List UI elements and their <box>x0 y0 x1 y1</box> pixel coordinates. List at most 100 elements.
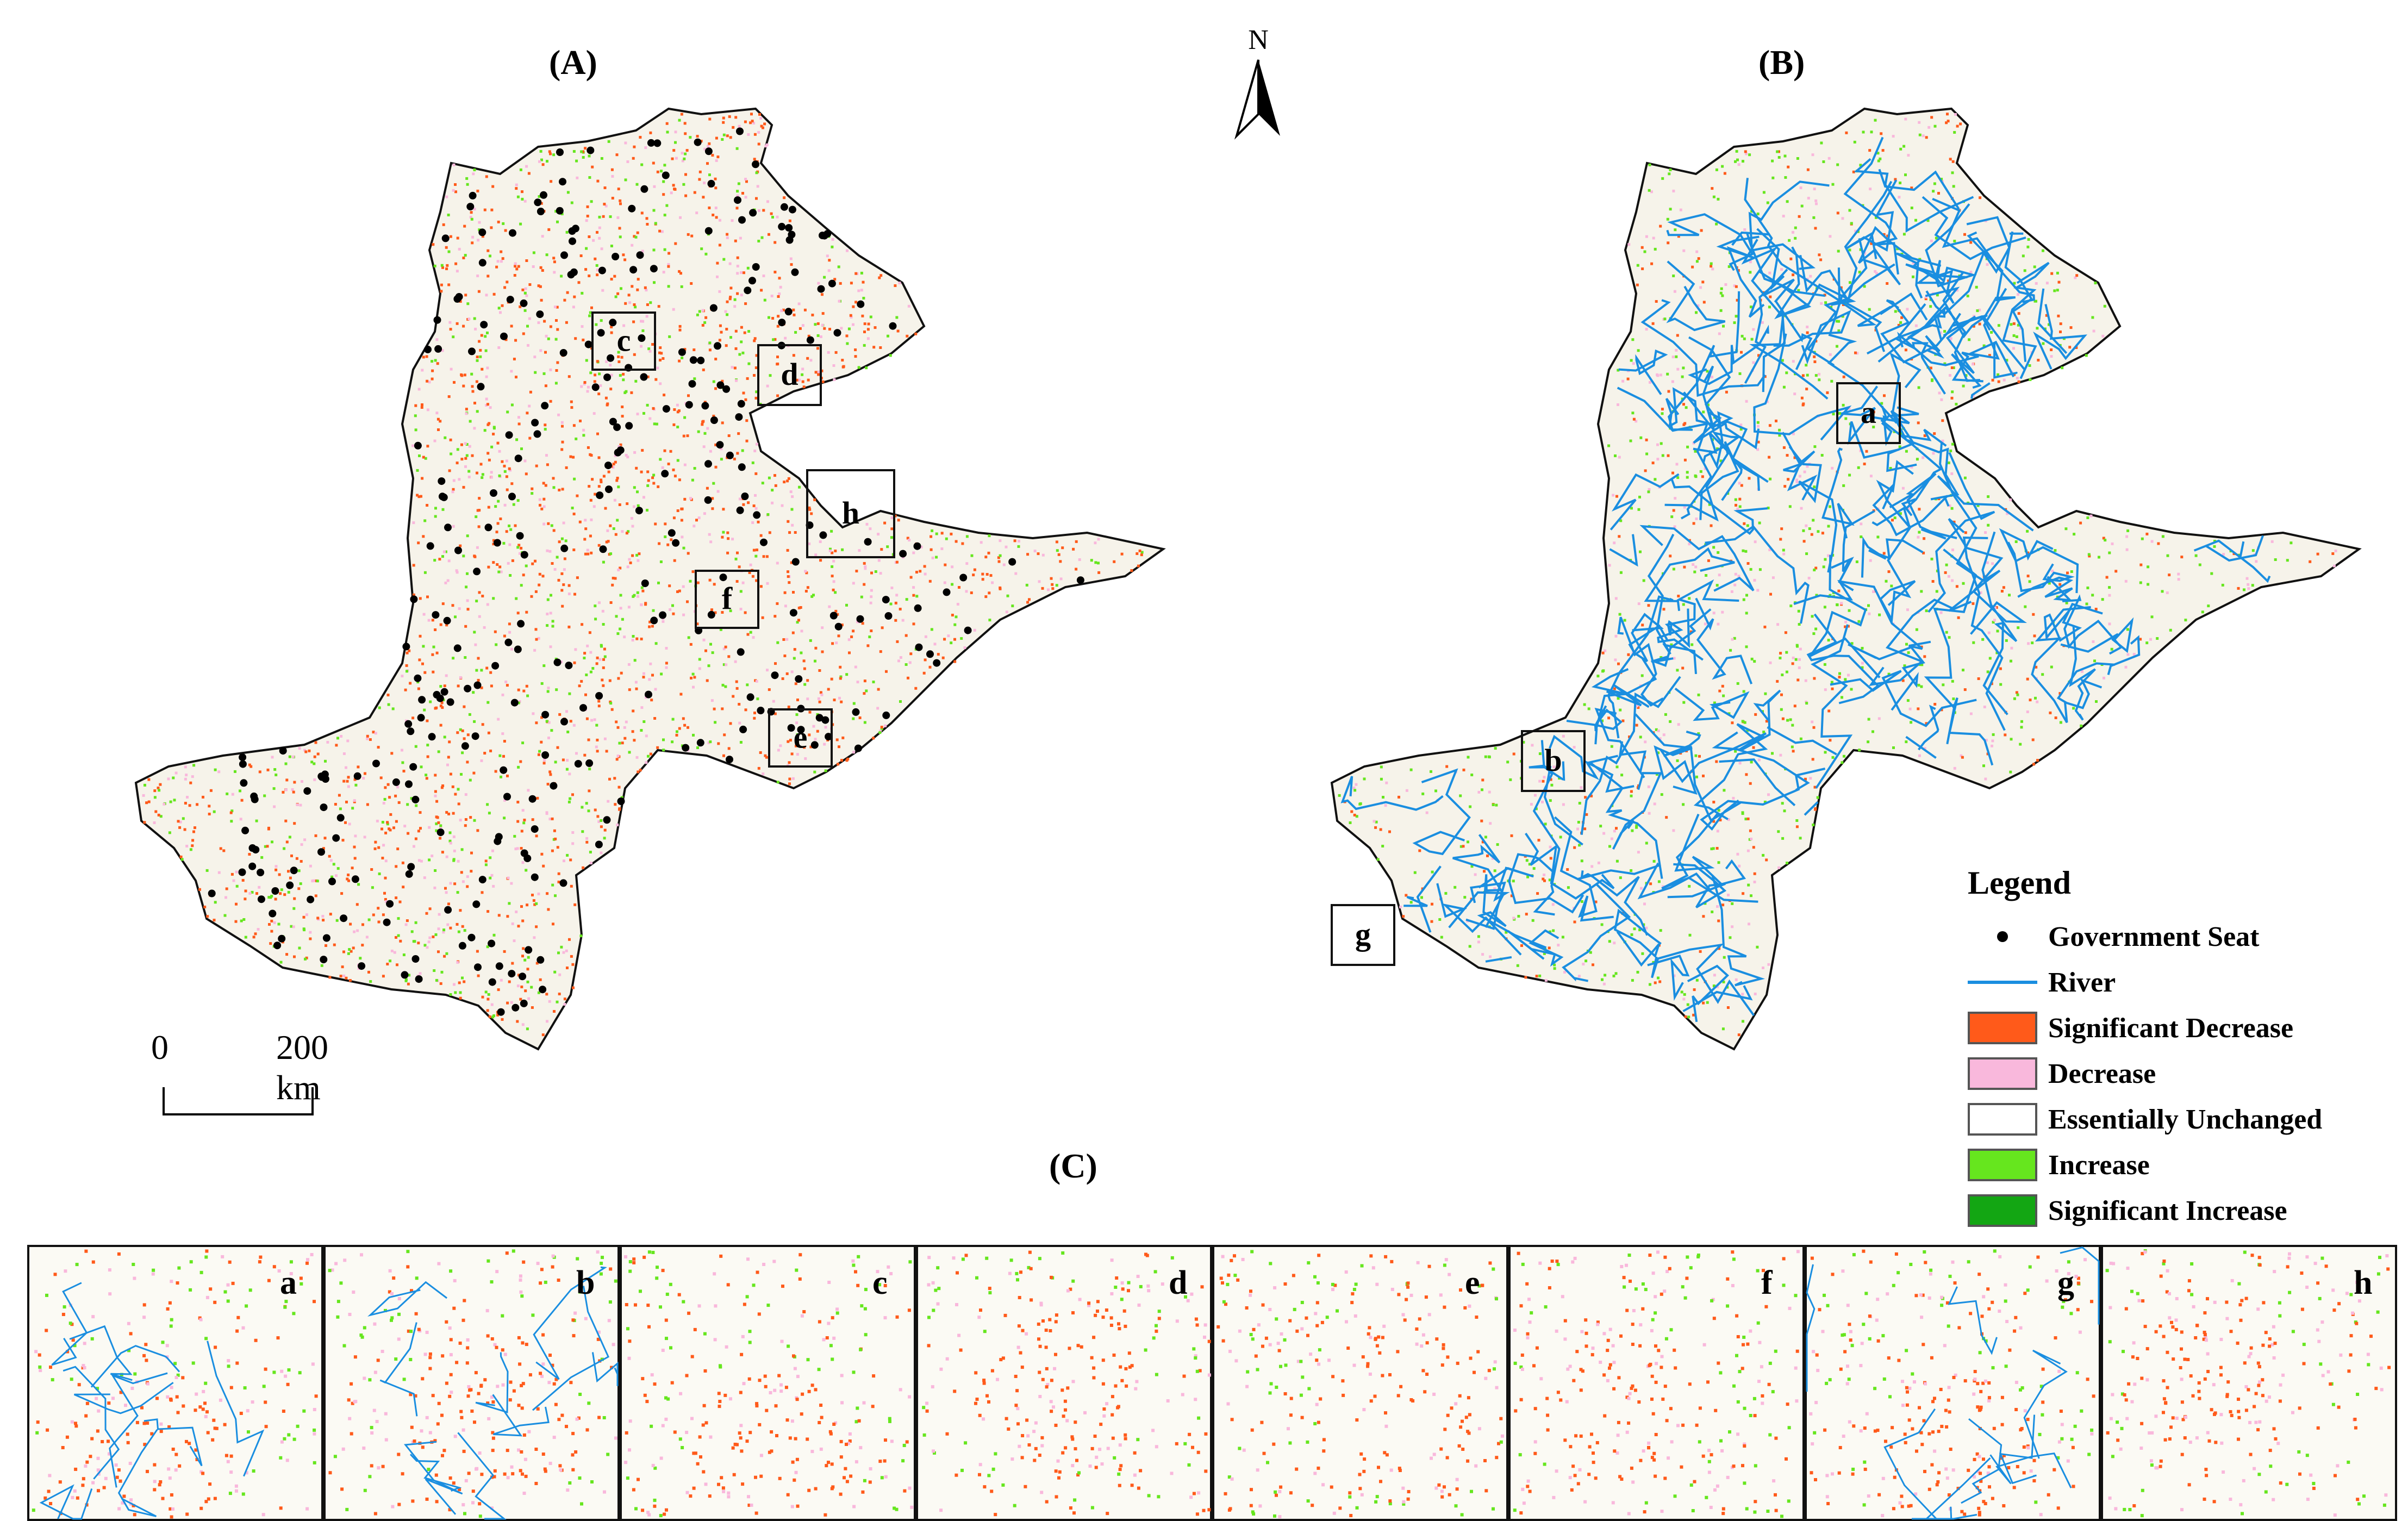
land-change-speck <box>506 1001 509 1005</box>
land-change-speck <box>666 130 669 134</box>
land-change-speck <box>928 665 932 669</box>
land-change-speck <box>641 250 644 253</box>
zoom-box-label: g <box>1355 917 1371 952</box>
land-change-speck <box>439 685 442 688</box>
land-change-speck <box>667 252 671 255</box>
land-change-speck <box>2150 615 2154 619</box>
land-change-speck <box>1768 271 1771 275</box>
land-change-speck <box>405 978 408 981</box>
land-change-speck <box>551 625 554 628</box>
river-line <box>1788 446 1838 573</box>
land-change-speck <box>633 303 636 306</box>
land-change-speck <box>1979 196 1982 200</box>
land-change-speck <box>586 548 589 552</box>
land-change-speck <box>621 415 624 418</box>
river-line <box>1748 180 1830 270</box>
land-change-speck <box>322 847 325 850</box>
land-change-speck <box>1120 552 1124 556</box>
land-change-speck <box>1827 554 1830 557</box>
land-change-speck <box>1978 308 1981 311</box>
government-seat-dot <box>473 681 482 689</box>
land-change-speck <box>1886 282 1889 285</box>
land-change-speck <box>1721 684 1724 688</box>
land-change-speck <box>182 817 185 820</box>
land-change-speck <box>1617 403 1619 406</box>
land-change-speck <box>872 681 875 683</box>
land-change-speck <box>647 479 650 482</box>
land-change-speck <box>1723 789 1726 792</box>
land-change-speck <box>567 625 571 628</box>
land-change-speck <box>1875 272 1878 275</box>
land-change-speck <box>679 272 682 275</box>
land-change-speck <box>666 543 670 546</box>
land-change-speck <box>1953 240 1956 242</box>
land-change-speck <box>2050 665 2053 669</box>
land-change-speck <box>583 383 586 385</box>
government-seat-dot <box>824 230 832 238</box>
land-change-speck <box>602 560 605 564</box>
land-change-speck <box>583 652 587 655</box>
land-change-speck <box>991 581 994 584</box>
land-change-speck <box>586 205 589 208</box>
land-change-speck <box>542 864 545 868</box>
land-change-speck <box>540 158 543 161</box>
land-change-speck <box>1614 597 1618 600</box>
land-change-speck <box>808 710 812 714</box>
land-change-speck <box>523 819 526 821</box>
land-change-speck <box>542 664 546 668</box>
land-change-speck <box>2024 605 2027 608</box>
land-change-speck <box>1952 185 1955 188</box>
government-seat-dot <box>757 707 765 714</box>
land-change-speck <box>641 320 645 323</box>
land-change-speck <box>988 534 991 538</box>
land-change-speck <box>300 843 303 846</box>
land-change-speck <box>184 765 187 769</box>
land-change-speck <box>1841 217 1844 220</box>
land-change-speck <box>1829 353 1832 356</box>
government-seat-dot <box>251 795 259 803</box>
land-change-speck <box>828 259 831 262</box>
land-change-speck <box>364 772 366 775</box>
land-change-speck <box>486 803 489 806</box>
land-change-speck <box>602 666 605 669</box>
river-line <box>2002 261 2050 379</box>
land-change-speck <box>581 325 584 328</box>
land-change-speck <box>494 630 497 633</box>
land-change-speck <box>506 280 509 284</box>
land-change-speck <box>1530 803 1533 806</box>
land-change-speck <box>1899 182 1902 184</box>
land-change-speck <box>293 781 296 784</box>
land-change-speck <box>469 420 472 423</box>
land-change-speck <box>738 703 741 706</box>
land-change-speck <box>696 313 699 316</box>
land-change-speck <box>471 390 475 393</box>
land-change-speck <box>1549 778 1552 781</box>
government-seat-dot <box>497 1008 505 1016</box>
land-change-speck <box>525 564 528 568</box>
land-change-speck <box>1651 462 1655 465</box>
land-change-speck <box>620 287 622 290</box>
land-change-speck <box>613 498 616 502</box>
land-change-speck <box>417 687 420 690</box>
land-change-speck <box>452 189 455 192</box>
government-seat-dot <box>523 855 532 862</box>
land-change-speck <box>338 794 341 797</box>
land-change-speck <box>539 503 541 507</box>
land-change-speck <box>1682 403 1685 406</box>
land-change-speck <box>1993 606 1997 609</box>
land-change-speck <box>395 896 398 900</box>
government-seat-dot <box>208 889 216 897</box>
land-change-speck <box>484 990 488 994</box>
land-change-speck <box>622 324 626 327</box>
land-change-speck <box>1738 372 1742 375</box>
land-change-speck <box>1481 778 1484 782</box>
land-change-speck <box>516 546 520 549</box>
land-change-speck <box>1650 262 1654 265</box>
land-change-speck <box>1666 217 1669 221</box>
land-change-speck <box>707 664 710 668</box>
land-change-speck <box>2022 254 2025 258</box>
land-change-speck <box>252 936 255 939</box>
land-change-speck <box>1573 920 1576 924</box>
land-change-speck <box>1695 250 1699 253</box>
land-change-speck <box>542 482 545 485</box>
